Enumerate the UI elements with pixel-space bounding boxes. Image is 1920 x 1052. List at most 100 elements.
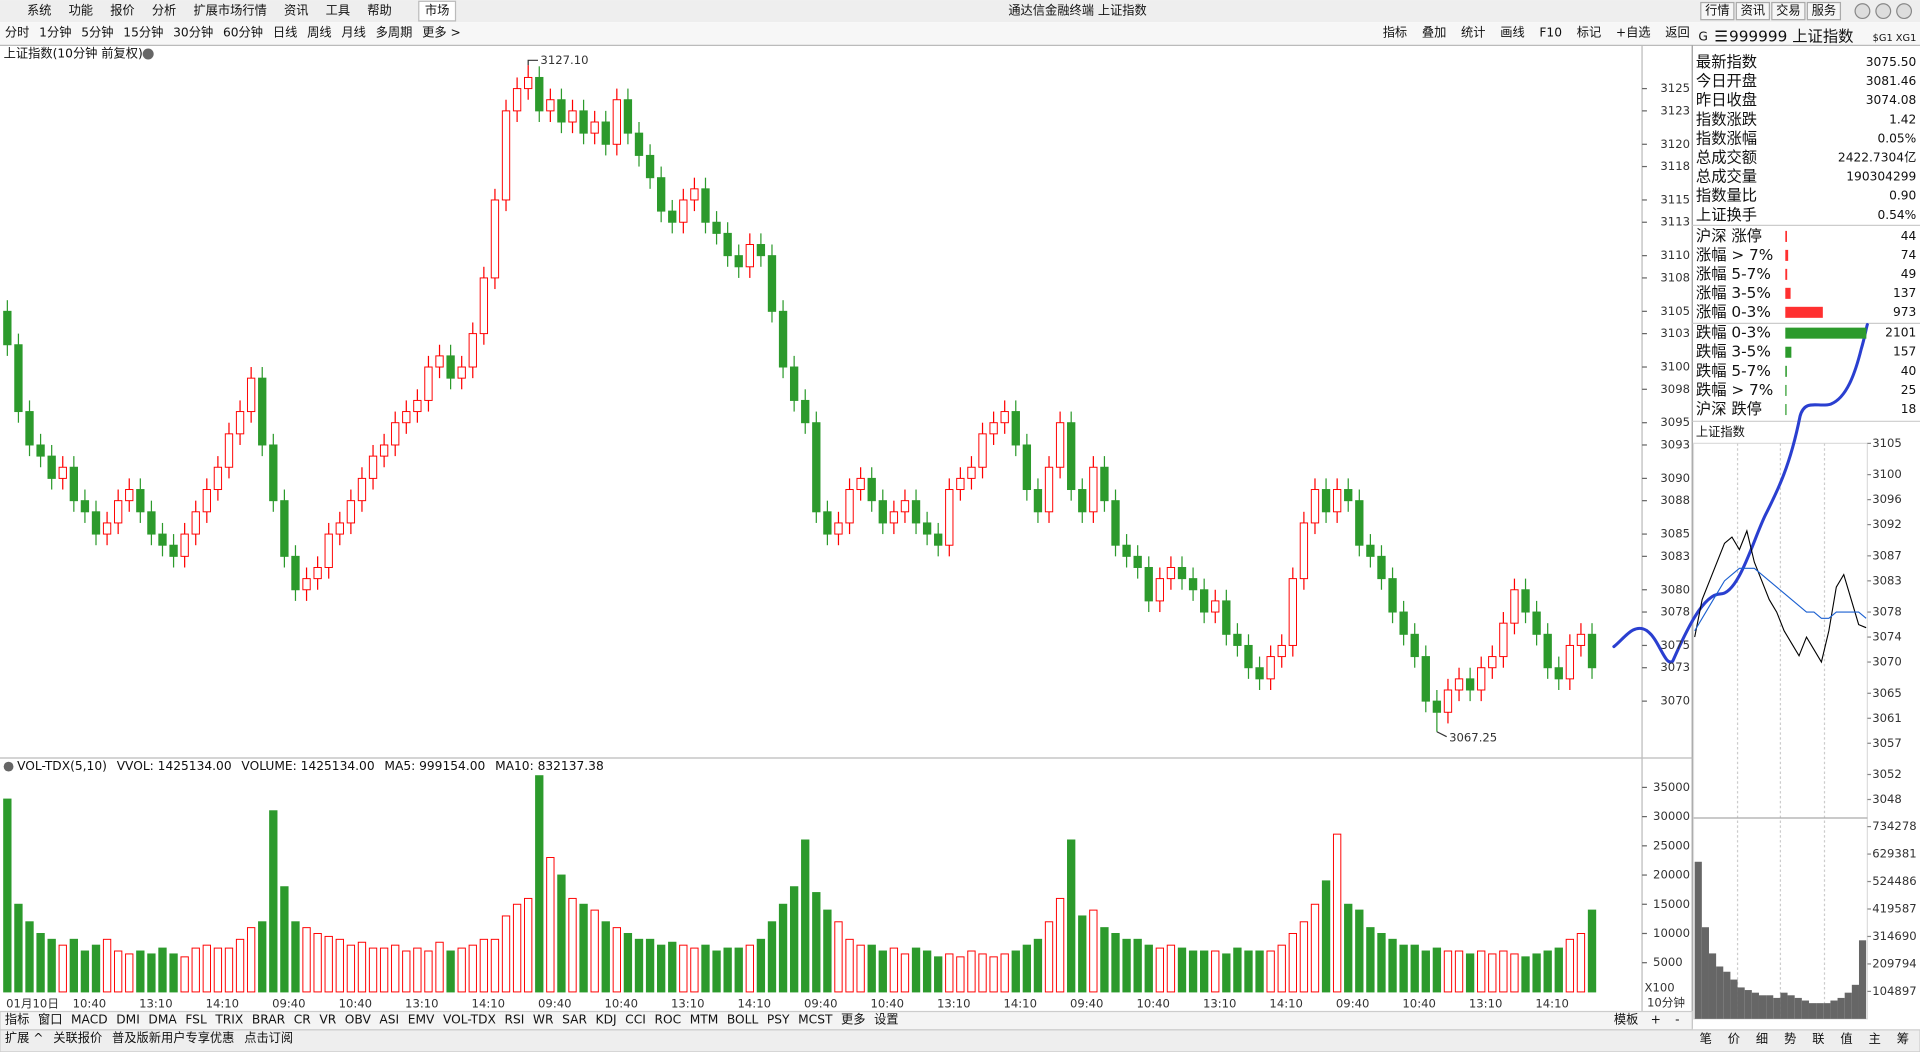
indicator-tab[interactable]: VOL-TDX [443,1013,496,1027]
market-tab[interactable]: 市场 [425,3,449,18]
period-button[interactable]: 周线 [307,26,331,40]
indicator-tab[interactable]: DMI [116,1013,140,1027]
indicator-tab[interactable]: RSI [504,1013,524,1027]
indicator-tab[interactable]: 设置 [874,1013,898,1027]
indicator-tab[interactable]: OBV [345,1013,372,1027]
right-tab[interactable]: 笔 [1700,1031,1712,1046]
menu-item[interactable]: 报价 [110,3,134,18]
intraday-line [1694,567,1867,632]
tool-button[interactable]: 返回 [1665,26,1689,40]
period-button[interactable]: 60分钟 [223,25,263,40]
volume-bar [1499,950,1508,993]
candle-body [1355,500,1364,546]
chart-menu-icon[interactable] [142,48,154,60]
menu-item[interactable]: 功能 [69,4,93,18]
indicator-tab[interactable]: 更多 [841,1013,865,1027]
status-item[interactable]: 普及版新用户专享优惠 [112,1030,234,1045]
candle-body [224,433,234,468]
candle-body [136,489,145,513]
window-button-box[interactable] [1806,1,1842,21]
indicator-tab[interactable]: CCI [625,1013,646,1027]
candle-body [291,555,300,591]
volume-bar [269,810,278,993]
indicator-tab[interactable]: BOLL [727,1013,759,1027]
volume-menu-icon[interactable] [3,761,14,772]
volume-bar [102,938,112,993]
right-tab[interactable]: 联 [1812,1032,1824,1046]
quote-label: 最新指数 [1696,53,1757,71]
plus-button[interactable]: + [1651,1013,1661,1027]
right-tab[interactable]: 价 [1728,1032,1740,1046]
period-button[interactable]: 15分钟 [123,25,163,40]
period-button[interactable]: 30分钟 [173,25,213,40]
period-button[interactable]: 1分钟 [39,25,71,40]
indicator-tab[interactable]: VR [319,1013,336,1027]
breadth-bar [1785,327,1867,339]
indicator-tab[interactable]: BRAR [252,1013,286,1027]
indicator-tab[interactable]: PSY [767,1013,790,1027]
restore-button[interactable] [1875,3,1892,20]
window-button[interactable]: 资讯 [1741,4,1765,18]
indicator-tab[interactable]: ROC [654,1013,681,1027]
candle-body [1477,667,1486,691]
window-button[interactable]: 行情 [1705,4,1729,18]
period-button[interactable]: 月线 [341,26,365,40]
indicator-tab[interactable]: MTM [690,1013,719,1027]
indicator-tab[interactable]: TRIX [214,1013,243,1027]
minimize-button[interactable] [1854,3,1871,20]
period-button[interactable]: 多周期 [376,26,413,40]
right-tab[interactable]: 细 [1756,1032,1768,1046]
right-tab[interactable]: 主 [1869,1032,1881,1046]
market-tab-box[interactable] [418,0,457,22]
window-button[interactable]: 服务 [1812,3,1836,18]
indicator-tab[interactable]: FSL [185,1013,207,1027]
menu-item[interactable]: 系统 [27,4,51,18]
tool-button[interactable]: 画线 [1500,26,1524,40]
indicator-tab[interactable]: MACD [71,1013,108,1027]
status-item[interactable]: 点击订阅 [244,1031,293,1045]
window-button-box[interactable] [1771,1,1806,21]
period-more[interactable]: 更多 > [422,26,461,40]
candle-body [457,366,466,379]
period-button[interactable]: 5分钟 [81,25,113,40]
indicator-tab[interactable]: SAR [562,1013,587,1027]
menu-item[interactable]: 工具 [326,4,350,18]
right-tab[interactable]: 值 [1840,1031,1852,1046]
window-button[interactable]: 交易 [1776,3,1800,18]
minus-button[interactable]: - [1675,1013,1679,1027]
menu-item[interactable]: 扩展市场行情 [193,3,266,18]
window-button-box[interactable] [1700,1,1735,21]
right-tab[interactable]: 势 [1784,1032,1796,1046]
menu-item[interactable]: 分析 [152,4,176,18]
menu-item[interactable]: 资讯 [284,4,308,18]
close-button[interactable] [1896,3,1913,20]
candle-body [1587,633,1597,669]
intraday-line [1694,529,1867,664]
tool-button[interactable]: +自选 [1616,26,1651,40]
indicator-tab[interactable]: 指标 [5,1012,29,1027]
indicator-tab[interactable]: CR [294,1013,312,1027]
tool-button[interactable]: 叠加 [1422,26,1446,40]
window-button-box[interactable] [1735,1,1770,21]
candle-body [1488,656,1497,669]
period-button[interactable]: 日线 [273,26,297,40]
status-item[interactable]: 扩展 ^ [5,1031,44,1045]
right-tab[interactable]: 筹 [1897,1032,1909,1046]
indicator-tab[interactable]: DMA [148,1013,177,1027]
template-button[interactable]: 模板 [1614,1013,1638,1027]
tool-button[interactable]: F10 [1539,26,1562,40]
indicator-tab[interactable]: WR [533,1013,554,1027]
volume-bar [1200,950,1209,993]
indicator-tab[interactable]: MCST [798,1013,833,1027]
menu-item[interactable]: 帮助 [367,4,391,18]
indicator-tab[interactable]: KDJ [596,1013,617,1027]
tool-button[interactable]: 统计 [1461,26,1485,40]
status-item[interactable]: 关联报价 [53,1030,102,1045]
tool-button[interactable]: 指标 [1383,25,1407,40]
period-button[interactable]: 分时 [5,26,29,40]
indicator-tab[interactable]: EMV [408,1013,435,1027]
indicator-tab[interactable]: 窗口 [38,1013,62,1027]
tool-button[interactable]: 标记 [1577,26,1601,40]
indicator-tab[interactable]: ASI [379,1013,399,1027]
volume-bar [978,953,987,993]
